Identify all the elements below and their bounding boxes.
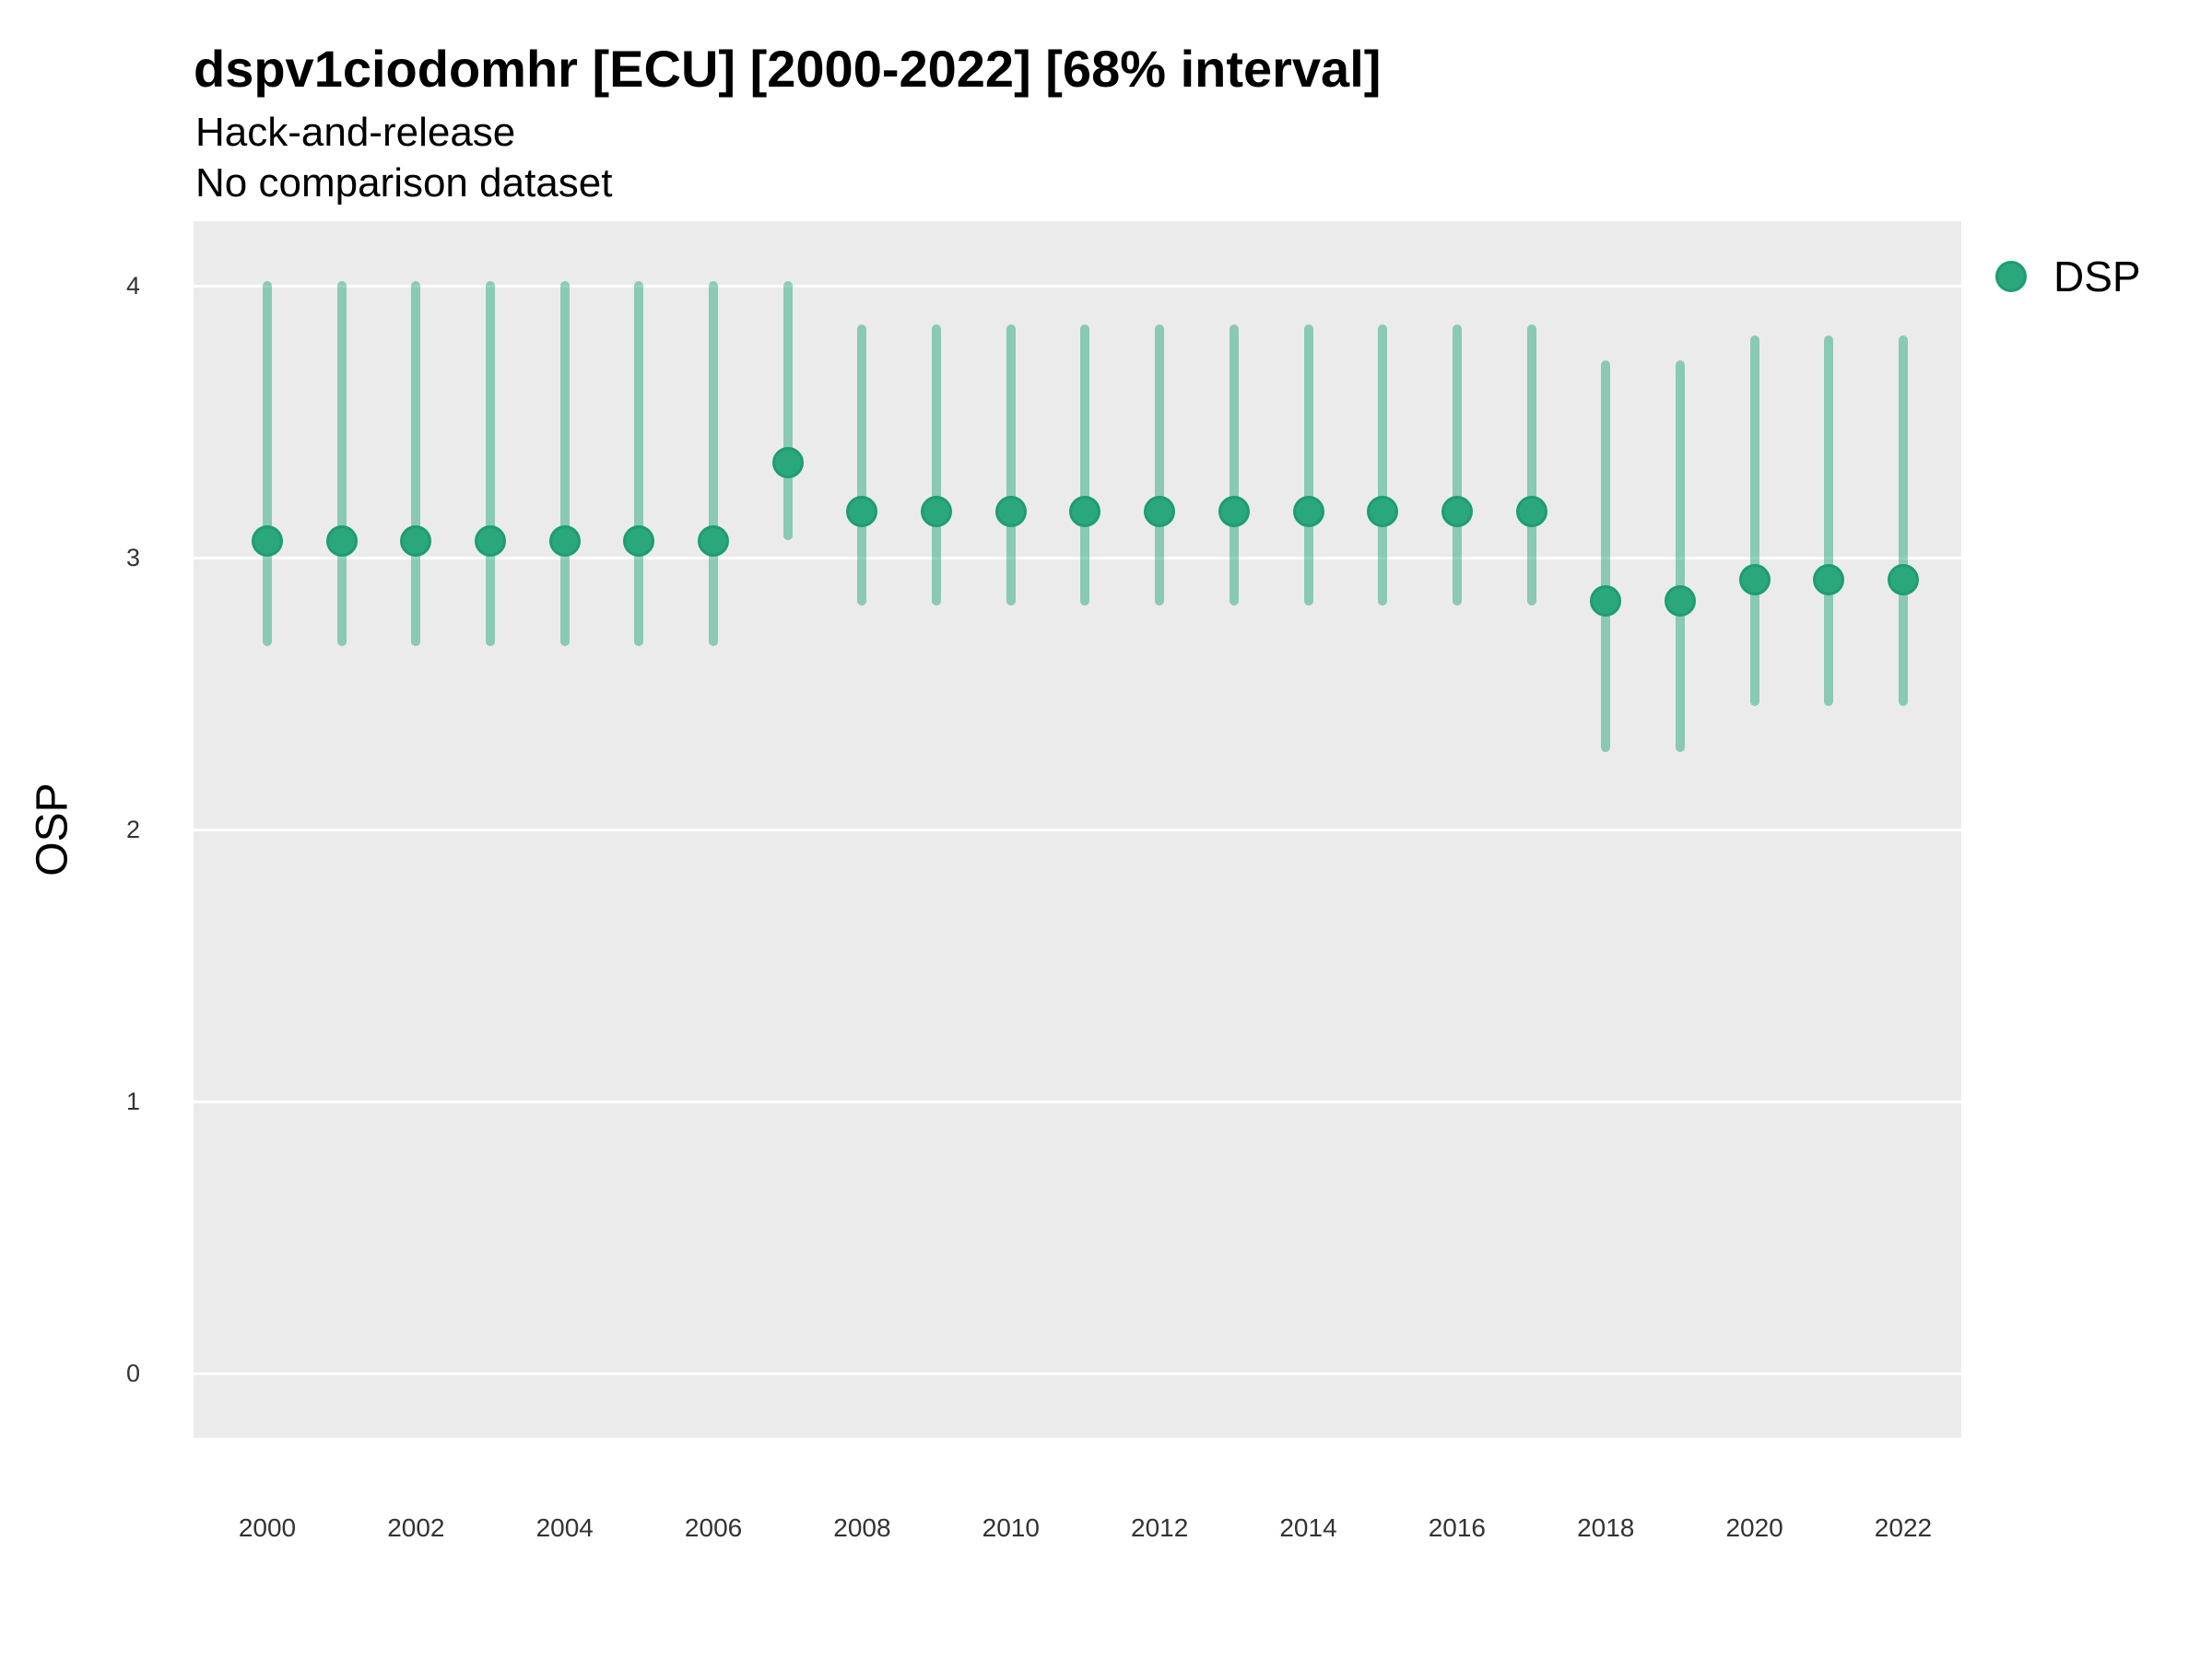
errorbar-2020	[1749, 335, 1759, 707]
x-tick-label-2000: 2000	[238, 1513, 297, 1542]
point-2012	[1144, 495, 1176, 527]
legend-label: DSP	[2053, 253, 2141, 300]
point-2016	[1441, 495, 1473, 527]
y-tick-label-0: 0	[125, 1359, 140, 1387]
y-tick-label-2: 2	[125, 816, 140, 843]
errorbar-2008	[857, 324, 867, 606]
chart-subtitle: Hack-and-release	[195, 110, 516, 155]
errorbar-2022	[1898, 335, 1908, 707]
chart-annotation: No comparison dataset	[195, 160, 613, 206]
errorbar-2021	[1824, 335, 1834, 707]
gridline-y-1	[194, 1100, 1961, 1103]
point-2000	[252, 525, 283, 558]
x-tick-label-2002: 2002	[387, 1513, 445, 1542]
x-tick-label-2014: 2014	[1279, 1513, 1337, 1542]
y-tick-label-1: 1	[125, 1088, 140, 1115]
x-tick-label-2016: 2016	[1428, 1513, 1487, 1542]
point-2004	[548, 525, 581, 558]
point-2014	[1292, 495, 1324, 527]
point-2003	[475, 525, 507, 558]
errorbar-2004	[559, 281, 570, 647]
errorbar-2010	[1006, 324, 1016, 606]
x-tick-label-2022: 2022	[1874, 1513, 1933, 1542]
errorbar-2003	[486, 281, 496, 647]
x-tick-label-2006: 2006	[684, 1513, 743, 1542]
errorbar-2016	[1452, 324, 1462, 606]
point-2019	[1664, 585, 1696, 618]
point-2018	[1590, 585, 1622, 618]
y-tick-label-3: 3	[125, 544, 140, 571]
errorbar-2018	[1601, 359, 1611, 753]
point-2008	[846, 495, 878, 527]
point-2011	[1069, 495, 1101, 527]
point-2009	[921, 495, 953, 527]
errorbar-2019	[1675, 359, 1685, 753]
errorbar-2006	[709, 281, 719, 647]
point-2007	[771, 446, 804, 478]
errorbar-2007	[782, 281, 793, 541]
x-tick-label-2008: 2008	[833, 1513, 891, 1542]
x-tick-label-2018: 2018	[1577, 1513, 1635, 1542]
errorbar-2011	[1080, 324, 1090, 606]
errorbar-2013	[1229, 324, 1239, 606]
y-tick-label-4: 4	[125, 272, 140, 300]
legend-circle-icon	[1995, 261, 2027, 292]
gridline-y-4	[194, 284, 1961, 288]
point-2010	[994, 495, 1027, 527]
errorbar-2005	[634, 281, 644, 647]
point-2022	[1887, 563, 1919, 595]
gridline-y-0	[194, 1371, 1961, 1375]
chart-title: dspv1ciodomhr [ECU] [2000-2022] [68% int…	[194, 40, 1382, 98]
errorbar-2009	[932, 324, 942, 606]
x-tick-label-2004: 2004	[535, 1513, 594, 1542]
gridline-y-3	[194, 556, 1961, 559]
x-tick-label-2020: 2020	[1725, 1513, 1783, 1542]
errorbar-2001	[336, 281, 347, 647]
errorbar-2017	[1526, 324, 1536, 606]
errorbar-2014	[1303, 324, 1313, 606]
errorbar-2015	[1378, 324, 1388, 606]
point-2015	[1367, 495, 1399, 527]
x-tick-label-2010: 2010	[982, 1513, 1040, 1542]
point-2013	[1218, 495, 1250, 527]
plot-panel	[194, 221, 1961, 1438]
point-2006	[698, 525, 730, 558]
errorbar-2000	[263, 281, 272, 647]
point-2001	[325, 525, 358, 558]
errorbar-2012	[1155, 324, 1165, 606]
errorbar-2002	[411, 281, 421, 647]
x-tick-label-2012: 2012	[1131, 1513, 1189, 1542]
point-2005	[623, 525, 655, 558]
point-2021	[1813, 563, 1845, 595]
gridline-y-2	[194, 828, 1961, 831]
point-2002	[400, 525, 432, 558]
point-2017	[1515, 495, 1547, 527]
point-2020	[1738, 563, 1771, 595]
